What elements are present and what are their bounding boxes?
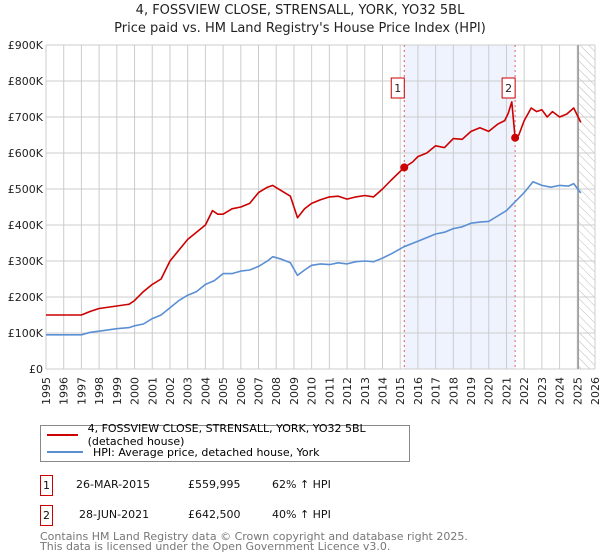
x-tick-label: 2024 xyxy=(554,377,567,405)
x-tick-label: 2019 xyxy=(465,377,478,405)
legend-label: 4, FOSSVIEW CLOSE, STRENSALL, YORK, YO32… xyxy=(87,422,366,448)
x-tick-label: 2008 xyxy=(270,377,283,405)
x-tick-label: 2000 xyxy=(129,377,142,405)
legend-swatch-blue xyxy=(47,451,83,453)
x-tick-label: 2016 xyxy=(412,377,425,405)
chart-title: 4, FOSSVIEW CLOSE, STRENSALL, YORK, YO32… xyxy=(135,3,465,18)
hpi-series-line xyxy=(46,181,582,336)
footer-licence: This data is licensed under the Open Gov… xyxy=(40,540,391,553)
y-tick-label: £500K xyxy=(8,183,44,196)
x-tick-label: 2018 xyxy=(447,377,460,405)
x-tick-label: 2013 xyxy=(359,377,372,405)
transaction-hpi: 40% ↑ HPI xyxy=(272,508,331,521)
x-tick-label: 2005 xyxy=(217,377,230,405)
x-tick-label: 1997 xyxy=(75,377,88,405)
x-tick-label: 2002 xyxy=(164,377,177,405)
sale-label: 1 xyxy=(394,82,401,95)
x-tick-label: 2007 xyxy=(253,377,266,405)
x-tick-label: 2001 xyxy=(146,377,159,405)
x-tick-label: 2025 xyxy=(571,377,584,405)
x-tick-label: 2012 xyxy=(341,377,354,405)
x-tick-label: 2004 xyxy=(199,377,212,405)
x-tick-label: 2010 xyxy=(306,377,319,405)
transaction-price: £642,500 xyxy=(188,508,241,521)
y-tick-label: £0 xyxy=(29,363,43,376)
x-tick-label: 2009 xyxy=(288,377,301,405)
x-tick-label: 1996 xyxy=(58,377,71,405)
legend-item-hpi: HPI: Average price, detached house, York xyxy=(47,444,320,460)
x-tick-label: 2017 xyxy=(430,377,443,405)
price-chart: 1 2 1995 1996 1997 1998 1999 2000 2001 2002 2003 20… xyxy=(8,39,600,405)
x-tick-label: 2021 xyxy=(500,377,513,405)
future-hatch xyxy=(578,45,595,369)
x-tick-label: 2006 xyxy=(235,377,248,405)
y-tick-label: £600K xyxy=(8,147,44,160)
x-tick-label: 2011 xyxy=(323,377,336,405)
y-tick-label: £100K xyxy=(8,327,44,340)
x-tick-label: 1999 xyxy=(111,377,124,405)
legend-item-property: 4, FOSSVIEW CLOSE, STRENSALL, YORK, YO32… xyxy=(47,422,409,448)
sale-label-box xyxy=(501,77,516,99)
y-tick-label: £900K xyxy=(8,39,44,52)
x-tick-label: 1995 xyxy=(40,377,53,405)
transaction-date: 26-MAR-2015 xyxy=(76,478,151,491)
y-tick-label: £200K xyxy=(8,291,44,304)
transaction-hpi: 62% ↑ HPI xyxy=(272,478,331,491)
sale-point xyxy=(511,133,520,142)
legend: 4, FOSSVIEW CLOSE, STRENSALL, YORK, YO32… xyxy=(40,422,410,462)
y-tick-label: £800K xyxy=(8,75,44,88)
x-tick-label: 2014 xyxy=(376,377,389,405)
y-tick-label: £400K xyxy=(8,219,44,232)
x-tick-label: 2023 xyxy=(536,377,549,405)
x-tick-label: 1998 xyxy=(93,377,106,405)
transaction-date: 28-JUN-2021 xyxy=(79,508,150,521)
legend-swatch-red xyxy=(47,434,78,436)
sale-label: 2 xyxy=(505,82,512,95)
footer-copyright: Contains HM Land Registry data © Crown c… xyxy=(40,530,468,543)
ownership-period-shade xyxy=(404,45,516,369)
transaction-price: £559,995 xyxy=(188,478,241,491)
transaction-number: 2 xyxy=(40,505,53,526)
x-tick-label: 2003 xyxy=(182,377,195,405)
y-tick-label: £300K xyxy=(8,255,44,268)
sale-point xyxy=(400,163,409,172)
x-tick-label: 2026 xyxy=(589,377,600,405)
y-tick-label: £700K xyxy=(8,111,44,124)
legend-label: HPI: Average price, detached house, York xyxy=(93,445,320,459)
transaction-number: 1 xyxy=(40,475,53,496)
sale-label-box xyxy=(390,77,405,99)
x-tick-label: 2022 xyxy=(518,377,531,405)
chart-subtitle: Price paid vs. HM Land Registry's House … xyxy=(114,21,486,36)
x-tick-label: 2020 xyxy=(483,377,496,405)
x-tick-label: 2015 xyxy=(394,377,407,405)
